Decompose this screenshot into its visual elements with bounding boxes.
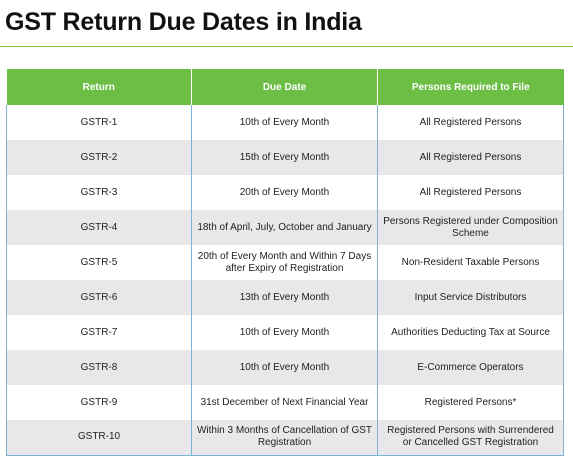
return-cell: GSTR-2 xyxy=(6,140,192,175)
due-date-cell: 20th of Every Month and Within 7 Days af… xyxy=(191,245,378,280)
return-cell: GSTR-5 xyxy=(6,245,192,280)
due-date-cell: 15th of Every Month xyxy=(191,140,378,175)
persons-cell: Non-Resident Taxable Persons xyxy=(377,245,564,280)
title-divider xyxy=(0,46,573,47)
gst-due-dates-table: Return Due Date Persons Required to File… xyxy=(6,69,564,456)
table-row: GSTR-9 31st December of Next Financial Y… xyxy=(6,385,564,420)
return-cell: GSTR-8 xyxy=(6,350,192,385)
due-date-cell: 13th of Every Month xyxy=(191,280,378,315)
return-cell: GSTR-6 xyxy=(6,280,192,315)
persons-cell: All Registered Persons xyxy=(377,140,564,175)
due-date-cell: 18th of April, July, October and January xyxy=(191,210,378,245)
persons-cell: All Registered Persons xyxy=(377,105,564,140)
column-header-persons: Persons Required to File xyxy=(377,69,564,105)
due-date-cell: 10th of Every Month xyxy=(191,350,378,385)
table-row: GSTR-3 20th of Every Month All Registere… xyxy=(6,175,564,210)
table-row: GSTR-8 10th of Every Month E-Commerce Op… xyxy=(6,350,564,385)
persons-cell: Registered Persons* xyxy=(377,385,564,420)
persons-cell: Authorities Deducting Tax at Source xyxy=(377,315,564,350)
table-header-row: Return Due Date Persons Required to File xyxy=(6,69,564,105)
table-row: GSTR-6 13th of Every Month Input Service… xyxy=(6,280,564,315)
return-cell: GSTR-1 xyxy=(6,105,192,140)
return-cell: GSTR-4 xyxy=(6,210,192,245)
table-row: GSTR-2 15th of Every Month All Registere… xyxy=(6,140,564,175)
table-row: GSTR-7 10th of Every Month Authorities D… xyxy=(6,315,564,350)
table-row: GSTR-1 10th of Every Month All Registere… xyxy=(6,105,564,140)
return-cell: GSTR-3 xyxy=(6,175,192,210)
return-cell: GSTR-7 xyxy=(6,315,192,350)
column-header-return: Return xyxy=(6,69,192,105)
table-row: GSTR-5 20th of Every Month and Within 7 … xyxy=(6,245,564,280)
table-row: GSTR-10 Within 3 Months of Cancellation … xyxy=(6,420,564,456)
due-date-cell: 31st December of Next Financial Year xyxy=(191,385,378,420)
persons-cell: Registered Persons with Surrendered or C… xyxy=(377,420,564,456)
persons-cell: Persons Registered under Composition Sch… xyxy=(377,210,564,245)
page-title: GST Return Due Dates in India xyxy=(5,8,362,36)
persons-cell: All Registered Persons xyxy=(377,175,564,210)
table-row: GSTR-4 18th of April, July, October and … xyxy=(6,210,564,245)
persons-cell: Input Service Distributors xyxy=(377,280,564,315)
due-date-cell: 10th of Every Month xyxy=(191,105,378,140)
column-header-due-date: Due Date xyxy=(191,69,378,105)
return-cell: GSTR-9 xyxy=(6,385,192,420)
return-cell: GSTR-10 xyxy=(6,420,192,456)
persons-cell: E-Commerce Operators xyxy=(377,350,564,385)
due-date-cell: 20th of Every Month xyxy=(191,175,378,210)
due-date-cell: 10th of Every Month xyxy=(191,315,378,350)
due-date-cell: Within 3 Months of Cancellation of GST R… xyxy=(191,420,378,456)
